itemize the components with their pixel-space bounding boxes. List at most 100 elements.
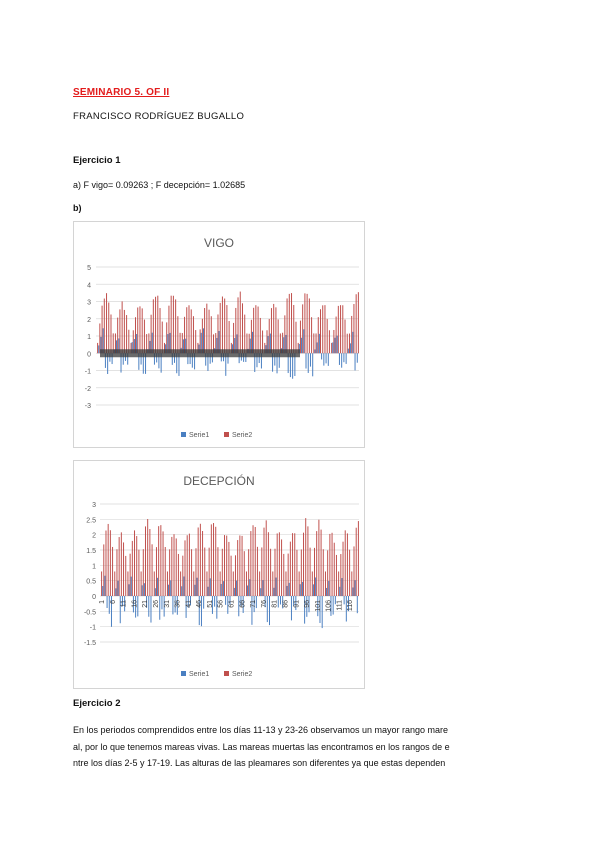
serie2-bar: [357, 521, 359, 596]
serie2-bar: [160, 525, 162, 596]
serie1-bar: [272, 353, 274, 372]
serie1-bar: [264, 596, 266, 608]
serie2-bar: [109, 530, 111, 596]
serie2-bar: [349, 549, 351, 596]
serie2-bar: [164, 547, 166, 596]
x-tick-label: 86: [282, 600, 289, 608]
serie1-bar: [102, 328, 104, 354]
serie1-bar: [231, 344, 233, 354]
serie2-bar: [213, 523, 215, 596]
serie1-bar: [117, 580, 119, 596]
document-title: SEMINARIO 5. OF II: [73, 87, 170, 98]
serie1-bar: [316, 342, 318, 354]
serie2-bar: [151, 544, 153, 596]
serie1-bar: [275, 577, 277, 596]
serie1-bar: [187, 596, 189, 608]
serie2-bar: [163, 342, 165, 354]
serie2-bar: [177, 316, 179, 354]
serie2-bar: [116, 549, 118, 596]
serie2-bar: [162, 531, 164, 596]
serie2-bar: [256, 546, 258, 596]
serie1-bar: [356, 353, 358, 363]
serie1-bar: [145, 353, 147, 374]
y-tick-label: 0: [87, 351, 91, 358]
serie1-bar: [171, 353, 173, 365]
x-tick-label: 96: [304, 600, 311, 608]
y-tick-label: 0.5: [86, 579, 96, 586]
serie1-bar: [236, 334, 238, 354]
y-tick-label: 1: [87, 334, 91, 341]
serie1-bar: [149, 340, 151, 354]
serie1-bar: [318, 333, 320, 354]
serie1-bar: [146, 596, 148, 608]
serie1-bar: [108, 596, 110, 614]
serie2-bar: [208, 309, 210, 354]
serie1-bar: [299, 584, 301, 596]
serie2-bar: [219, 571, 221, 596]
serie1-bar: [289, 353, 291, 378]
serie1-bar: [305, 353, 307, 369]
serie1-bar: [200, 332, 202, 354]
serie2-bar: [344, 319, 346, 354]
serie2-bar: [146, 334, 148, 354]
serie2-bar: [261, 547, 263, 596]
serie1-bar: [332, 342, 334, 354]
serie2-bar: [346, 333, 348, 354]
serie2-bar: [353, 546, 355, 596]
serie2-bar: [186, 307, 188, 354]
serie1-bar: [243, 353, 245, 362]
serie1-bar: [307, 353, 309, 373]
serie1-bar: [326, 587, 328, 596]
serie2-bar: [120, 532, 122, 596]
serie2-bar: [141, 308, 143, 354]
serie1-bar: [273, 587, 275, 596]
serie2-bar: [112, 546, 114, 596]
serie2-bar: [320, 529, 322, 596]
serie2-bar: [331, 342, 333, 354]
serie1-bar: [220, 353, 222, 362]
serie2-bar: [119, 309, 121, 354]
paragraph-line: ntre los días 2-5 y 17-19. Las alturas d…: [73, 758, 446, 768]
serie2-bar: [278, 532, 280, 596]
serie2-bar: [254, 526, 256, 596]
serie2-bar: [110, 314, 112, 354]
serie2-bar: [230, 555, 232, 596]
serie1-bar: [254, 353, 256, 373]
serie2-bar: [316, 531, 318, 596]
serie1-bar: [104, 353, 106, 368]
serie2-bar: [101, 305, 103, 354]
serie2-bar: [101, 571, 103, 596]
serie2-bar: [239, 291, 241, 354]
serie1-bar: [116, 340, 118, 354]
serie2-bar: [327, 550, 329, 596]
serie1-bar: [341, 353, 343, 368]
serie1-bar: [265, 345, 267, 354]
serie2-bar: [342, 305, 344, 354]
y-tick-label: -1: [85, 369, 91, 376]
serie2-bar: [313, 333, 315, 354]
chart-title: VIGO: [204, 236, 234, 250]
serie2-bar: [337, 305, 339, 354]
serie1-bar: [339, 586, 341, 596]
serie2-bar: [148, 333, 150, 354]
serie2-bar: [180, 571, 182, 596]
serie2-bar: [355, 294, 357, 354]
serie2-bar: [112, 333, 114, 354]
serie2-bar: [340, 554, 342, 596]
serie2-bar: [287, 553, 289, 596]
x-axis-labels: [100, 349, 300, 358]
serie1-bar: [336, 335, 338, 354]
serie1-bar: [167, 334, 169, 354]
serie2-bar: [344, 530, 346, 596]
serie2-bar: [175, 299, 177, 354]
serie1-bar: [245, 353, 247, 362]
serie1-bar: [207, 353, 209, 371]
serie2-bar: [186, 535, 188, 596]
serie1-bar: [301, 581, 303, 596]
serie1-bar: [277, 596, 279, 608]
serie2-bar: [219, 302, 221, 354]
serie1-bar: [174, 596, 176, 613]
serie2-bar: [322, 305, 324, 354]
serie1-bar: [218, 330, 220, 354]
serie2-bar: [286, 298, 288, 354]
